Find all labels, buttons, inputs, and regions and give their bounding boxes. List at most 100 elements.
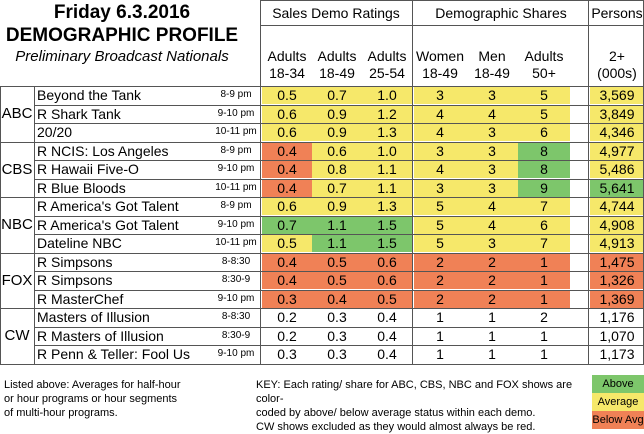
value-cell: 0.3	[262, 345, 312, 363]
column-header-line: Adults	[524, 48, 564, 64]
table-border-top	[260, 0, 644, 1]
row-divider	[34, 216, 644, 217]
value-cell: 4	[414, 123, 466, 141]
value-cell: 0.2	[262, 308, 312, 326]
show-title: R America's Got Talent	[37, 198, 179, 214]
network-label: CBS	[1, 160, 33, 178]
value-cell: 0.7	[262, 215, 312, 234]
time-slot: 10-11 pm	[215, 181, 257, 193]
value-cell: 1	[518, 345, 570, 363]
value-cell: 2	[466, 252, 518, 271]
time-slot: 8-9 pm	[220, 89, 252, 100]
show-title: R NCIS: Los Angeles	[37, 142, 169, 159]
value-cell: 0.5	[262, 86, 312, 104]
value-cell: 3,849	[590, 104, 644, 123]
row-divider	[34, 160, 644, 161]
table-row: R America's Got Talent 8-9 pm 0.6 0.9 1.3 5 4 7…	[34, 197, 644, 215]
value-cell: 5	[414, 197, 466, 215]
row-divider	[34, 142, 644, 143]
show-title: 20/20	[37, 124, 73, 140]
value-cell: 0.4	[262, 252, 312, 271]
time-slot: 8-9 pm	[220, 144, 252, 156]
table-border	[34, 86, 35, 364]
row-divider	[34, 364, 644, 365]
value-cell: 5	[518, 86, 570, 104]
value-cell: 0.7	[312, 178, 362, 197]
column-header-line: 18-34	[269, 65, 305, 81]
value-cell: 4	[466, 197, 518, 215]
value-cell: 0.9	[312, 123, 362, 141]
table-row: R Masters of Illusion 8:30-9 0.2 0.3 0.4 1 1 1 1…	[34, 326, 644, 345]
column-header: Women 18-49	[414, 48, 466, 82]
table-row: 20/20 10-11 pm 0.6 0.9 1.3 4 3 6 4,346	[34, 123, 644, 141]
time-slot: 8-9 pm	[220, 200, 252, 211]
value-cell: 4	[414, 104, 466, 123]
column-header-line: 50+	[532, 65, 556, 81]
value-cell: 0.4	[312, 289, 362, 308]
value-cell: 4,744	[590, 197, 644, 215]
value-cell: 1.5	[362, 234, 412, 252]
value-cell: 1	[414, 308, 466, 326]
network-divider	[0, 142, 34, 143]
network-label: FOX	[1, 271, 33, 289]
table-row: R Shark Tank 9-10 pm 0.6 0.9 1.2 4 4 5 3,849	[34, 104, 644, 123]
key-line: KEY: Each rating/ share for ABC, CBS, NB…	[256, 379, 573, 405]
value-cell: 2	[466, 271, 518, 289]
column-header-line: (000s)	[597, 65, 637, 81]
show-title: R Blue Bloods	[37, 179, 126, 196]
value-cell: 1,173	[590, 345, 644, 363]
value-cell: 7	[518, 197, 570, 215]
value-cell: 2	[466, 289, 518, 308]
show-title: R Simpsons	[37, 253, 113, 270]
column-header-line: Adults	[367, 48, 407, 64]
show-title: R America's Got Talent	[37, 216, 179, 233]
value-cell: 1	[518, 326, 570, 345]
show-title: R Masters of Illusion	[37, 327, 164, 344]
table-row: Masters of Illusion 8-8:30 0.2 0.3 0.4 1 1 2 1,1…	[34, 308, 644, 326]
column-header: Adults 18-49	[312, 48, 362, 82]
value-cell: 3	[466, 178, 518, 197]
column-header-line: 2+	[609, 48, 625, 64]
column-header: Adults 50+	[518, 48, 570, 82]
show-title: R Shark Tank	[37, 105, 121, 122]
footnote-line: Listed above: Averages for half-hour	[4, 379, 181, 391]
footnote-averages: Listed above: Averages for half-hour or …	[4, 378, 204, 420]
value-cell: 0.5	[312, 252, 362, 271]
network-divider	[0, 86, 34, 87]
value-cell: 3	[466, 141, 518, 160]
time-slot: 8-8:30	[221, 311, 251, 322]
value-cell: 1.0	[362, 141, 412, 160]
row-divider	[34, 345, 644, 346]
value-cell: 0.5	[362, 289, 412, 308]
network-divider	[0, 308, 34, 309]
value-cell: 0.9	[312, 197, 362, 215]
value-cell: 4,346	[590, 123, 644, 141]
group-divider	[260, 25, 644, 26]
value-cell: 2	[414, 252, 466, 271]
time-slot: 10-11 pm	[215, 126, 257, 137]
row-divider	[34, 234, 644, 235]
value-cell: 3,569	[590, 86, 644, 104]
network-divider	[0, 253, 34, 254]
value-cell: 0.9	[312, 104, 362, 123]
time-slot: 9-10 pm	[217, 348, 255, 359]
table-row: R MasterChef 9-10 pm 0.3 0.4 0.5 2 2 1 1,369	[34, 289, 644, 308]
value-cell: 0.4	[262, 141, 312, 160]
value-cell: 1.1	[362, 160, 412, 178]
value-cell: 1.1	[312, 234, 362, 252]
value-cell: 0.3	[312, 308, 362, 326]
value-cell: 3	[466, 86, 518, 104]
column-header-line: 18-49	[474, 65, 510, 81]
value-cell: 1.3	[362, 197, 412, 215]
group-header-persons: Persons	[591, 5, 643, 21]
network-divider	[0, 197, 34, 198]
value-cell: 1.2	[362, 104, 412, 123]
value-cell: 0.8	[312, 160, 362, 178]
value-cell: 6	[518, 123, 570, 141]
value-cell: 1	[466, 345, 518, 363]
row-divider	[34, 86, 644, 87]
time-slot: 9-10 pm	[217, 163, 255, 174]
table-row: Beyond the Tank 8-9 pm 0.5 0.7 1.0 3 3 5 3,569	[34, 86, 644, 104]
value-cell: 5,641	[590, 178, 644, 197]
show-title: R Penn & Teller: Fool Us	[37, 346, 191, 362]
